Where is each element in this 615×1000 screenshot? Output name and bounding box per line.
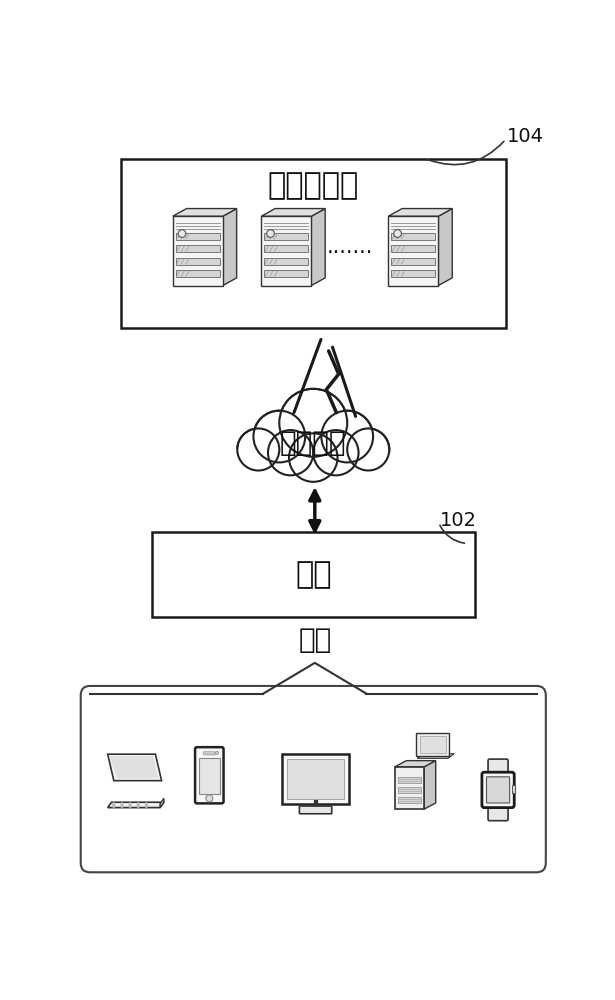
Circle shape bbox=[237, 428, 279, 471]
FancyBboxPatch shape bbox=[195, 747, 224, 803]
FancyBboxPatch shape bbox=[264, 258, 308, 265]
FancyBboxPatch shape bbox=[264, 245, 308, 252]
Text: 104: 104 bbox=[507, 127, 544, 146]
Text: 102: 102 bbox=[440, 511, 477, 530]
Polygon shape bbox=[261, 209, 325, 216]
FancyBboxPatch shape bbox=[264, 270, 308, 277]
Circle shape bbox=[121, 806, 123, 808]
Circle shape bbox=[113, 804, 115, 806]
FancyBboxPatch shape bbox=[204, 752, 215, 755]
Text: .......: ....... bbox=[327, 237, 373, 257]
FancyBboxPatch shape bbox=[176, 270, 220, 277]
Polygon shape bbox=[223, 209, 237, 286]
FancyBboxPatch shape bbox=[398, 787, 421, 793]
Polygon shape bbox=[395, 761, 435, 767]
FancyBboxPatch shape bbox=[176, 233, 220, 240]
FancyBboxPatch shape bbox=[300, 806, 331, 814]
Circle shape bbox=[314, 431, 357, 474]
FancyBboxPatch shape bbox=[416, 733, 449, 756]
Circle shape bbox=[145, 802, 148, 805]
Circle shape bbox=[289, 433, 338, 482]
Circle shape bbox=[255, 412, 304, 461]
Circle shape bbox=[129, 804, 131, 806]
FancyBboxPatch shape bbox=[151, 532, 475, 617]
Text: 日志服务器: 日志服务器 bbox=[268, 171, 359, 200]
Circle shape bbox=[347, 428, 389, 471]
FancyBboxPatch shape bbox=[176, 258, 220, 265]
Circle shape bbox=[129, 806, 131, 808]
Text: 例如: 例如 bbox=[298, 626, 331, 654]
Circle shape bbox=[239, 430, 278, 469]
Circle shape bbox=[322, 412, 372, 461]
FancyBboxPatch shape bbox=[398, 777, 421, 783]
Circle shape bbox=[290, 435, 336, 481]
Polygon shape bbox=[108, 802, 164, 808]
Circle shape bbox=[279, 389, 347, 457]
Circle shape bbox=[137, 806, 140, 808]
FancyArrowPatch shape bbox=[427, 141, 504, 165]
FancyArrowPatch shape bbox=[440, 525, 464, 543]
FancyBboxPatch shape bbox=[398, 797, 421, 803]
FancyBboxPatch shape bbox=[81, 686, 546, 872]
Polygon shape bbox=[173, 209, 237, 216]
Polygon shape bbox=[417, 754, 454, 758]
FancyBboxPatch shape bbox=[488, 805, 508, 821]
FancyBboxPatch shape bbox=[287, 759, 344, 799]
Circle shape bbox=[137, 802, 140, 805]
FancyBboxPatch shape bbox=[388, 216, 438, 286]
FancyBboxPatch shape bbox=[391, 245, 435, 252]
FancyBboxPatch shape bbox=[419, 736, 446, 753]
FancyBboxPatch shape bbox=[391, 258, 435, 265]
Circle shape bbox=[145, 804, 148, 806]
Circle shape bbox=[322, 411, 373, 462]
FancyBboxPatch shape bbox=[176, 245, 220, 252]
Circle shape bbox=[121, 804, 123, 806]
Circle shape bbox=[280, 390, 346, 456]
FancyBboxPatch shape bbox=[391, 233, 435, 240]
Text: 终端: 终端 bbox=[295, 560, 331, 589]
Circle shape bbox=[268, 430, 313, 475]
FancyBboxPatch shape bbox=[173, 216, 223, 286]
FancyBboxPatch shape bbox=[261, 216, 311, 286]
Circle shape bbox=[145, 806, 148, 808]
Circle shape bbox=[349, 430, 388, 469]
Circle shape bbox=[215, 751, 218, 754]
Polygon shape bbox=[109, 756, 159, 778]
Polygon shape bbox=[438, 209, 452, 286]
Circle shape bbox=[267, 230, 274, 237]
Polygon shape bbox=[424, 761, 435, 809]
FancyBboxPatch shape bbox=[395, 767, 424, 809]
Circle shape bbox=[121, 802, 123, 805]
FancyBboxPatch shape bbox=[282, 754, 349, 804]
Polygon shape bbox=[108, 754, 162, 781]
FancyBboxPatch shape bbox=[199, 758, 220, 794]
Circle shape bbox=[113, 806, 115, 808]
FancyBboxPatch shape bbox=[391, 270, 435, 277]
Circle shape bbox=[394, 230, 402, 237]
FancyBboxPatch shape bbox=[121, 158, 506, 328]
FancyBboxPatch shape bbox=[512, 785, 515, 793]
Polygon shape bbox=[311, 209, 325, 286]
FancyBboxPatch shape bbox=[264, 233, 308, 240]
Polygon shape bbox=[388, 209, 452, 216]
FancyBboxPatch shape bbox=[486, 777, 510, 803]
Text: 通信网络: 通信网络 bbox=[280, 429, 346, 457]
FancyBboxPatch shape bbox=[236, 449, 390, 483]
Circle shape bbox=[313, 430, 359, 475]
FancyBboxPatch shape bbox=[488, 759, 508, 774]
FancyBboxPatch shape bbox=[482, 772, 514, 808]
Circle shape bbox=[129, 802, 131, 805]
Circle shape bbox=[269, 431, 312, 474]
Circle shape bbox=[253, 411, 305, 462]
Circle shape bbox=[113, 802, 115, 805]
Circle shape bbox=[178, 230, 186, 237]
Polygon shape bbox=[160, 798, 164, 808]
Circle shape bbox=[137, 804, 140, 806]
Circle shape bbox=[206, 795, 213, 802]
